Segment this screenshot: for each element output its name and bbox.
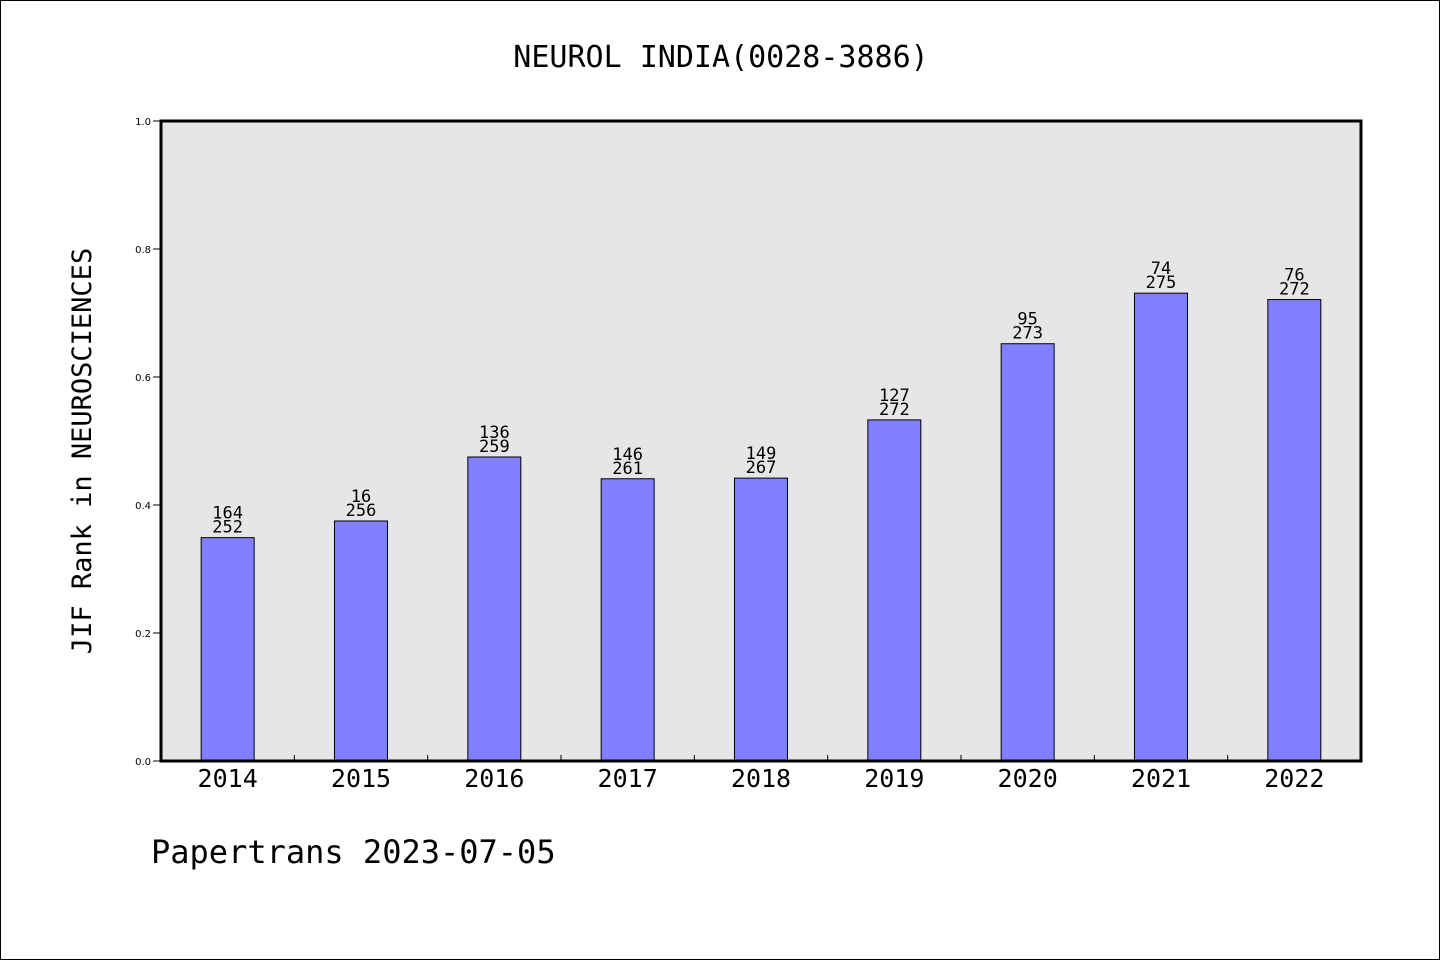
bar-2017 (600, 478, 655, 762)
bar-2022 (1267, 299, 1322, 762)
bar-total-label: 267 (746, 458, 777, 478)
y-tick-label: 0.2 (135, 629, 151, 640)
bar-2018 (734, 477, 788, 762)
bar-total-label: 252 (212, 518, 243, 538)
bar-rank-label: 74 (1151, 259, 1171, 279)
bar-rank-label: 76 (1284, 266, 1304, 286)
footer-watermark: Papertrans 2023-07-05 (151, 833, 556, 871)
x-tick-label: 2020 (998, 764, 1058, 793)
chart-title: NEUROL INDIA(0028-3886) (513, 40, 928, 75)
bar-2016 (467, 456, 522, 762)
y-tick-label: 0.8 (135, 245, 151, 256)
y-tick-label: 1.0 (135, 117, 151, 128)
x-tick-label: 2017 (598, 764, 658, 793)
bar-rank-label: 136 (479, 423, 510, 443)
bar-total-label: 273 (1012, 324, 1043, 344)
bar-rank-label: 95 (1017, 310, 1037, 330)
y-axis-label: JIF Rank in NEUROSCIENCES (67, 248, 98, 654)
bar-2014 (200, 537, 255, 762)
bar-total-label: 259 (479, 437, 510, 457)
y-tick-label: 0.4 (135, 501, 151, 512)
x-tick-label: 2016 (464, 764, 524, 793)
bar-total-label: 272 (1279, 280, 1310, 300)
y-tick-label: 0.0 (135, 757, 151, 768)
x-tick-label: 2014 (198, 764, 258, 793)
x-tick-label: 2019 (864, 764, 924, 793)
bar-2020 (1000, 343, 1055, 762)
x-tick-label: 2018 (731, 764, 791, 793)
plot-frame (159, 119, 1363, 763)
bar-rank-label: 127 (879, 386, 910, 406)
bar-total-label: 261 (612, 459, 643, 479)
x-tick-label: 2015 (331, 764, 391, 793)
bar-rank-label: 146 (612, 445, 643, 465)
bar-total-label: 272 (879, 400, 910, 420)
bar-2015 (334, 520, 388, 762)
x-tick-label: 2021 (1131, 764, 1191, 793)
bar-2021 (1134, 292, 1188, 762)
y-tick-label: 0.6 (135, 373, 151, 384)
bar-total-label: 256 (346, 501, 377, 521)
bar-2019 (867, 419, 922, 762)
bar-rank-label: 164 (212, 504, 243, 524)
x-tick-label: 2022 (1264, 764, 1324, 793)
bar-rank-label: 149 (746, 444, 777, 464)
bar-rank-label: 16 (351, 487, 371, 507)
bar-total-label: 275 (1146, 273, 1177, 293)
